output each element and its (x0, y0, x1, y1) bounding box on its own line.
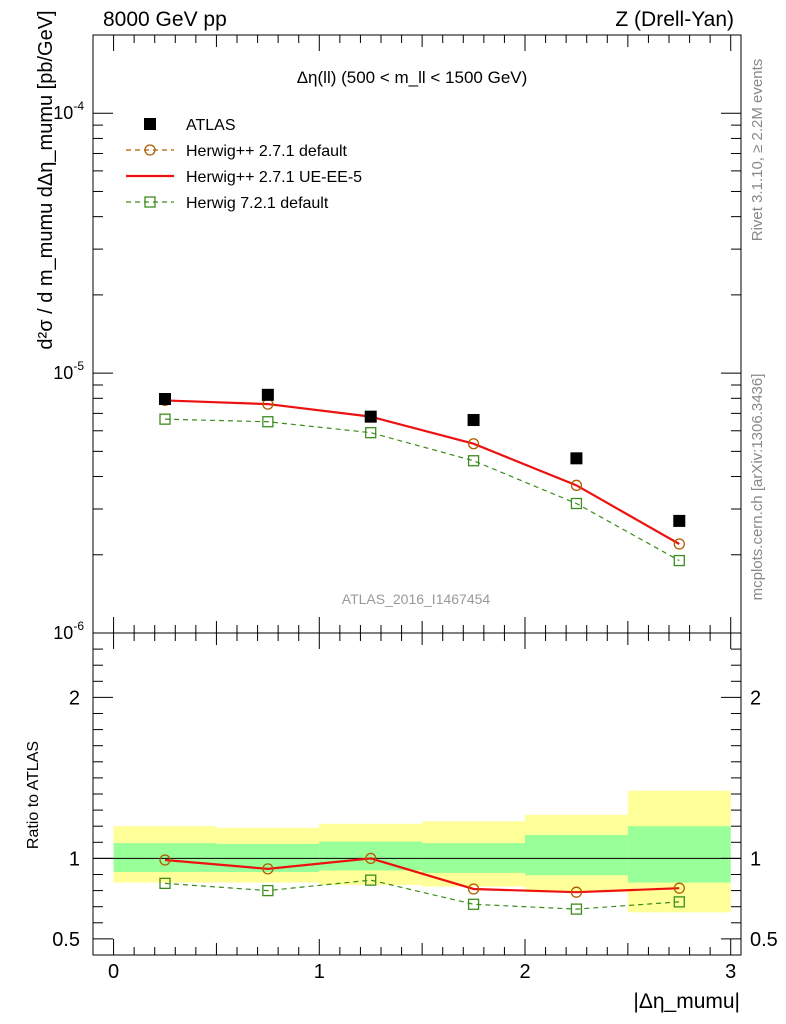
ratio-y-tick-label-left: 0.5 (52, 929, 80, 951)
marker-filled-square (261, 388, 274, 401)
legend-item: Herwig 7.2.1 default (126, 195, 329, 212)
marker-open-circle (467, 883, 480, 895)
marker-open-square (365, 874, 377, 886)
marker-open-square (262, 884, 274, 897)
marker-open-square (673, 554, 685, 567)
stat-uncertainty-band (627, 826, 731, 883)
marker-filled-square (144, 118, 156, 130)
marker-open-square (159, 413, 171, 425)
ratio-series-line (164, 857, 680, 894)
main-panel: Δη(ll) (500 < m_ll < 1500 GeV) ATLAS_2016… (53, 34, 742, 643)
legend-label: Herwig 7.2.1 default (186, 195, 329, 212)
legend-item: Herwig++ 2.7.1 UE-EE-5 (126, 169, 362, 186)
series-line (164, 399, 680, 545)
ratio-y-tick-label-right: 1 (750, 848, 761, 870)
marker-open-square (570, 903, 583, 915)
main-title: Δη(ll) (500 < m_ll < 1500 GeV) (297, 68, 528, 87)
marker-open-circle (673, 882, 685, 894)
header-right: Z (Drell-Yan) (615, 8, 734, 31)
side-label-mcplots: mcplots.cern.ch [arXiv:1306.3436] (749, 374, 766, 601)
legend: ATLAS Herwig++ 2.7.1 default Herwig++ 2.7.… (126, 117, 362, 212)
y-tick-label-base: 10 (53, 363, 73, 383)
legend-item: ATLAS (144, 117, 236, 134)
y-tick-label-base: 10 (53, 623, 73, 643)
y-tick-label-exp: -4 (73, 99, 84, 113)
marker-open-circle (570, 886, 583, 898)
ratio-x-tick-label: 1 (314, 961, 325, 983)
marker-filled-square (159, 393, 171, 406)
marker-open-circle (144, 144, 156, 156)
marker-open-square (262, 416, 274, 428)
y-tick-label-exp: -6 (73, 619, 84, 633)
marker-open-circle (673, 538, 685, 550)
stat-uncertainty-band (525, 835, 628, 876)
legend-item: Herwig++ 2.7.1 default (126, 143, 348, 160)
ratio-y-tick-label-left: 1 (69, 848, 80, 870)
marker-filled-square (673, 514, 686, 527)
series-line (164, 418, 680, 562)
y-tick-label: 10-6 (53, 619, 84, 643)
marker-filled-square (467, 414, 480, 427)
legend-label: Herwig++ 2.7.1 default (186, 143, 348, 160)
marker-filled-square (570, 452, 583, 465)
ratio-y-tick-label-right: 2 (750, 687, 761, 709)
series-line (164, 399, 680, 545)
stat-uncertainty-band (113, 843, 217, 873)
header-left: 8000 GeV pp (103, 8, 227, 31)
ratio-y-tick-label-right: 0.5 (750, 929, 778, 951)
ratio-y-tick-label-left: 2 (69, 687, 80, 709)
marker-open-circle (467, 438, 480, 450)
ratio-x-tick-label: 2 (519, 961, 530, 983)
y-tick-label-base: 10 (53, 103, 73, 123)
ratio-x-tick-label: 3 (725, 961, 736, 983)
main-y-axis-label: d²σ / d m_mumu dΔη_mumu [pb/GeV] (35, 10, 57, 349)
marker-open-square (673, 896, 685, 908)
marker-open-circle (570, 479, 583, 491)
marker-open-square (159, 877, 171, 890)
marker-open-circle (262, 863, 274, 875)
marker-open-circle (159, 854, 171, 866)
main-y-axis-label-text: d²σ / d m_mumu dΔη_mumu [pb/GeV] (35, 10, 57, 349)
marker-filled-square (364, 410, 377, 423)
marker-open-circle (365, 852, 377, 865)
legend-label: ATLAS (186, 117, 236, 134)
y-tick-label: 10-4 (53, 99, 84, 123)
stat-uncertainty-band (319, 841, 423, 871)
ratio-panel: 0.5 0.5 1 1 2 2 0 1 2 3 (52, 632, 778, 983)
side-label-rivet: Rivet 3.1.10, ≥ 2.2M events (749, 59, 766, 242)
y-tick-label-exp: -5 (73, 359, 84, 373)
marker-open-square (467, 898, 480, 910)
ratio-y-axis-label: Ratio to ATLAS (25, 741, 42, 849)
marker-open-square (365, 427, 377, 439)
marker-open-square (570, 497, 583, 510)
watermark: ATLAS_2016_I1467454 (342, 591, 491, 607)
legend-label: Herwig++ 2.7.1 UE-EE-5 (186, 169, 362, 186)
ratio-x-axis-label: |Δη_mumu| (633, 990, 740, 1013)
ratio-x-tick-label: 0 (108, 961, 119, 983)
marker-open-square (467, 455, 480, 467)
ratio-series-line (164, 879, 680, 910)
marker-open-square (144, 196, 156, 208)
ratio-frame (92, 632, 742, 956)
y-tick-label: 10-5 (53, 359, 84, 383)
